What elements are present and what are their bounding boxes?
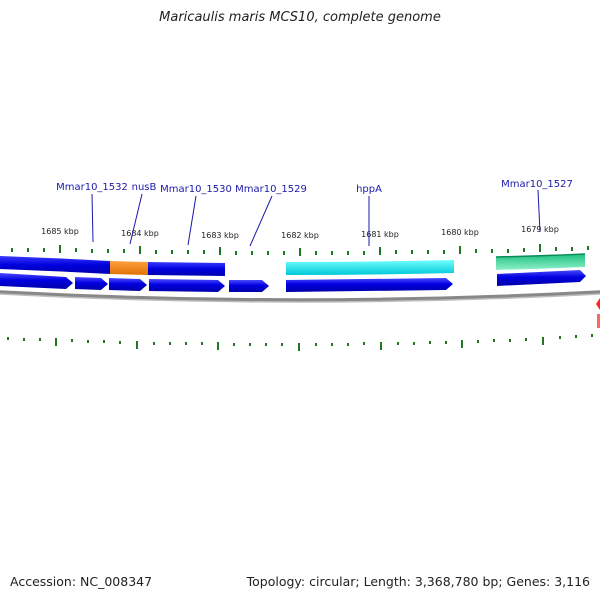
- gene-1527-edge: [495, 253, 586, 258]
- genome-backbone: [0, 290, 600, 302]
- leader-line: [91, 193, 94, 243]
- gene-label-nusb[interactable]: nusB: [132, 182, 157, 193]
- gene-block-hppa[interactable]: [286, 260, 454, 275]
- leader-line: [129, 193, 143, 245]
- cds-arrow[interactable]: [109, 278, 147, 291]
- cds-arrow[interactable]: [149, 279, 225, 292]
- gene-label-mmar10-1529[interactable]: Mmar10_1529: [235, 184, 307, 195]
- scale-label-1681: 1681 kbp: [361, 230, 399, 239]
- cds-arrow[interactable]: [286, 278, 453, 292]
- scale-label-1680: 1680 kbp: [441, 228, 479, 237]
- cds-arrow[interactable]: [229, 280, 269, 292]
- genome-stats-text: Topology: circular; Length: 3,368,780 bp…: [246, 574, 590, 589]
- gene-feature-track: [0, 253, 586, 276]
- gene-block-mmar10-1527[interactable]: [496, 254, 585, 270]
- gene-label-mmar10-1532[interactable]: Mmar10_1532: [56, 182, 128, 193]
- cds-arrow[interactable]: [0, 273, 73, 289]
- gene-block-mmar10-1530[interactable]: [148, 262, 225, 276]
- inner-tick-track: [7, 334, 593, 351]
- cds-arrow-track: [0, 270, 586, 292]
- leader-line: [537, 189, 541, 233]
- gene-label-mmar10-1530[interactable]: Mmar10_1530: [160, 184, 232, 195]
- genome-backbone-shade: [0, 293, 600, 303]
- cds-arrow[interactable]: [75, 277, 108, 290]
- accession-text: Accession: NC_008347: [10, 574, 153, 589]
- gene-block-nusb[interactable]: [110, 261, 148, 275]
- scale-label-1682: 1682 kbp: [281, 231, 319, 240]
- scale-label-1683: 1683 kbp: [201, 231, 239, 240]
- gene-label-hppa[interactable]: hppA: [356, 184, 382, 195]
- scale-label-1684: 1684 kbp: [121, 229, 159, 238]
- red-marker-icon: [596, 298, 600, 328]
- outer-tick-track: [11, 244, 589, 256]
- scale-label-1685: 1685 kbp: [41, 227, 79, 236]
- cds-arrow[interactable]: [497, 270, 586, 286]
- gene-block-mmar10-1532[interactable]: [0, 256, 110, 274]
- gene-label-mmar10-1527[interactable]: Mmar10_1527: [501, 179, 573, 190]
- leader-line: [187, 195, 197, 246]
- genome-title: Maricaulis maris MCS10, complete genome: [159, 10, 441, 25]
- leader-line: [249, 195, 273, 247]
